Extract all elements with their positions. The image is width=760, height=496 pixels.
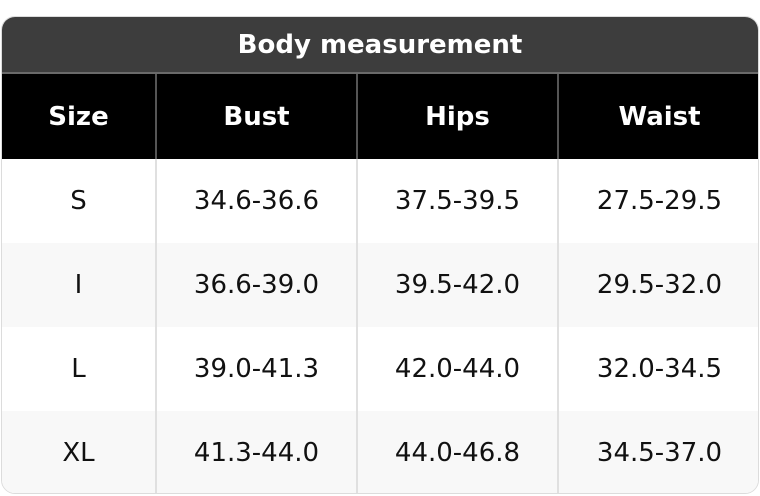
waist-cell: 29.5-32.0 [557,243,758,327]
table-row: S 34.6-36.6 37.5-39.5 27.5-29.5 [2,159,758,243]
column-header-waist: Waist [557,74,758,159]
waist-cell: 34.5-37.0 [557,411,758,493]
table-row: XL 41.3-44.0 44.0-46.8 34.5-37.0 [2,411,758,493]
waist-cell: 32.0-34.5 [557,327,758,411]
hips-cell: 42.0-44.0 [356,327,558,411]
hips-cell: 37.5-39.5 [356,159,558,243]
size-cell: I [2,243,156,327]
size-cell: XL [2,411,156,493]
header-row: Size Bust Hips Waist [2,74,758,159]
column-header-bust: Bust [155,74,357,159]
column-header-hips: Hips [356,74,558,159]
bust-cell: 39.0-41.3 [155,327,357,411]
waist-cell: 27.5-29.5 [557,159,758,243]
bust-cell: 34.6-36.6 [155,159,357,243]
size-cell: L [71,354,86,384]
hips-cell: 39.5-42.0 [356,243,558,327]
size-cell: S [70,186,87,216]
table-row: I 36.6-39.0 39.5-42.0 29.5-32.0 [2,243,758,327]
table-row: L 39.0-41.3 42.0-44.0 32.0-34.5 [2,327,758,411]
table-title: Body measurement [2,17,758,74]
bust-cell: 36.6-39.0 [155,243,357,327]
measurement-table: Size Bust Hips Waist S 34.6-36.6 37.5-39… [2,74,758,493]
size-chart: Body measurement Size Bust Hips Waist S … [1,16,759,494]
bust-cell: 41.3-44.0 [155,411,357,493]
column-header-size: Size [2,74,156,159]
hips-cell: 44.0-46.8 [356,411,558,493]
